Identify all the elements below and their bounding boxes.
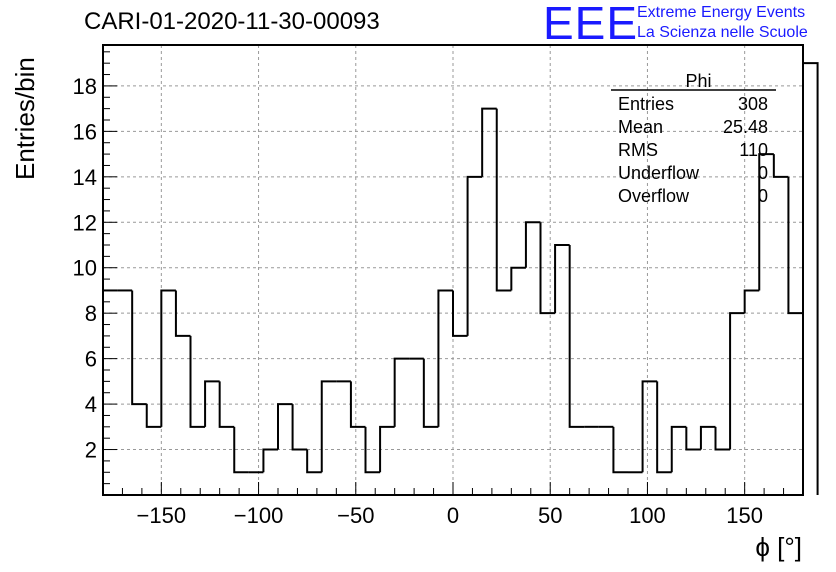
grid-lines xyxy=(103,45,803,495)
histogram-bin xyxy=(568,245,585,428)
y-tick-label: 14 xyxy=(73,165,97,190)
histogram-bin xyxy=(393,357,410,427)
x-tick-label: −50 xyxy=(337,503,374,528)
stats-value: 110 xyxy=(739,140,768,160)
histogram-bin xyxy=(714,426,731,451)
x-tick-label: 0 xyxy=(447,503,459,528)
histogram-bin xyxy=(612,426,628,474)
x-tick-label: 100 xyxy=(629,503,666,528)
x-tick-label: 150 xyxy=(726,503,763,528)
histogram-bin xyxy=(656,381,672,474)
y-tick-label: 8 xyxy=(85,301,97,326)
histogram-bin xyxy=(145,404,162,428)
histogram-bin xyxy=(174,290,191,337)
histogram-bin xyxy=(466,175,483,336)
stats-label: Underflow xyxy=(618,163,700,183)
histogram-bin xyxy=(204,380,220,427)
y-tick-label: 10 xyxy=(73,256,97,281)
x-tick-label: 50 xyxy=(538,503,562,528)
histogram-bin xyxy=(131,290,147,406)
histogram-bin xyxy=(277,403,293,450)
stats-box: Phi Entries 308 Mean 25.48 RMS 110 Underflow 0 Ov… xyxy=(611,71,776,206)
histogram-bin xyxy=(437,289,453,427)
histogram-bin xyxy=(233,426,249,474)
y-tick-label: 4 xyxy=(85,392,97,417)
x-axis-label: ϕ [°] xyxy=(755,532,802,562)
stats-title: Phi xyxy=(685,71,711,91)
stats-label: Entries xyxy=(618,94,674,114)
histogram-bin xyxy=(510,266,526,291)
histogram-bin xyxy=(743,289,760,314)
histogram-bin xyxy=(218,381,235,428)
eee-logo: EEE xyxy=(543,0,639,49)
histogram-bin xyxy=(802,62,819,495)
chart-title: CARI-01-2020-11-30-00093 xyxy=(84,8,380,35)
histogram-bin xyxy=(379,425,395,473)
histogram-bin xyxy=(670,425,687,473)
histogram-bin xyxy=(729,312,745,450)
logo-subtitle-line2: La Scienza nelle Scuole xyxy=(637,24,808,41)
histogram-bin xyxy=(349,381,366,428)
histogram-bin xyxy=(554,244,570,314)
histogram-bin xyxy=(524,221,541,268)
stats-value: 0 xyxy=(758,163,768,183)
logo-subtitle-line1: Extreme Energy Events xyxy=(637,4,806,21)
histogram-bin xyxy=(306,449,322,474)
stats-value: 308 xyxy=(738,94,768,114)
y-tick-label: 16 xyxy=(73,119,97,144)
histogram-bin xyxy=(262,448,278,473)
y-tick-label: 2 xyxy=(85,438,97,463)
histogram-bin xyxy=(291,404,308,451)
y-tick-label: 18 xyxy=(73,74,97,99)
histogram-bin xyxy=(189,335,206,428)
histogram-bin xyxy=(320,380,337,473)
histogram-bin xyxy=(452,290,468,337)
stats-label: Mean xyxy=(618,117,663,137)
y-tick-label: 12 xyxy=(73,210,97,235)
stats-label: Overflow xyxy=(618,186,690,206)
histogram-bars xyxy=(103,62,819,495)
histogram-bin xyxy=(160,289,176,427)
axes: −150 −100 −50 0 50 100 150 2 4 6 8 10 12 14 16 18 xyxy=(73,44,804,528)
stats-value: 0 xyxy=(758,186,768,206)
histogram-bin xyxy=(539,222,556,315)
x-tick-label: −100 xyxy=(234,503,284,528)
histogram-bin xyxy=(787,176,803,315)
histogram-bin xyxy=(422,358,439,428)
stats-label: RMS xyxy=(618,140,658,160)
stats-value: 25.48 xyxy=(723,117,768,137)
x-tick-label: −150 xyxy=(137,503,187,528)
histogram-bin xyxy=(481,107,497,177)
histogram-bin xyxy=(495,108,512,292)
histogram-bin xyxy=(364,426,381,474)
histogram-bin xyxy=(641,380,658,473)
histogram-bin xyxy=(772,154,789,178)
y-tick-label: 6 xyxy=(85,347,97,372)
histogram-bin xyxy=(685,426,701,451)
histogram-bin xyxy=(758,153,774,291)
histogram-bin xyxy=(699,425,716,450)
